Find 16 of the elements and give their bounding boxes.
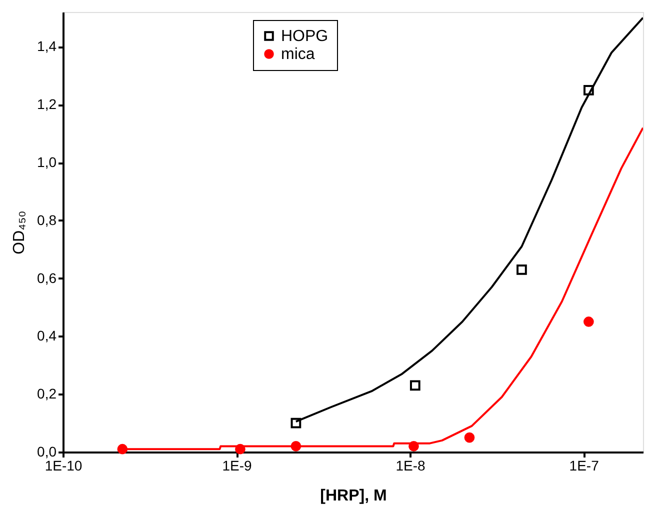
y-tick-label: 0,8 xyxy=(37,212,57,228)
y-tick-label: 0,2 xyxy=(37,386,57,402)
y-tick-label: 0,0 xyxy=(37,444,57,460)
legend-label: HOPG xyxy=(281,28,328,45)
y-tick-label: 1,0 xyxy=(37,154,57,170)
x-axis-title: [HRP], M xyxy=(320,488,387,504)
y-tick-label: 0,6 xyxy=(37,270,57,286)
y-tick-label: 0,4 xyxy=(37,328,57,344)
x-tick-label: 1E-10 xyxy=(44,458,82,474)
y-tick-label: 1,4 xyxy=(37,38,57,54)
x-tick-label: 1E-7 xyxy=(569,458,600,474)
legend-label: mica xyxy=(281,46,315,63)
y-tick-label: 1,2 xyxy=(37,96,57,112)
y-axis-title: OD₄₅₀ xyxy=(11,210,28,254)
x-tick-label: 1E-8 xyxy=(396,458,426,474)
x-tick-label: 1E-9 xyxy=(222,458,252,474)
